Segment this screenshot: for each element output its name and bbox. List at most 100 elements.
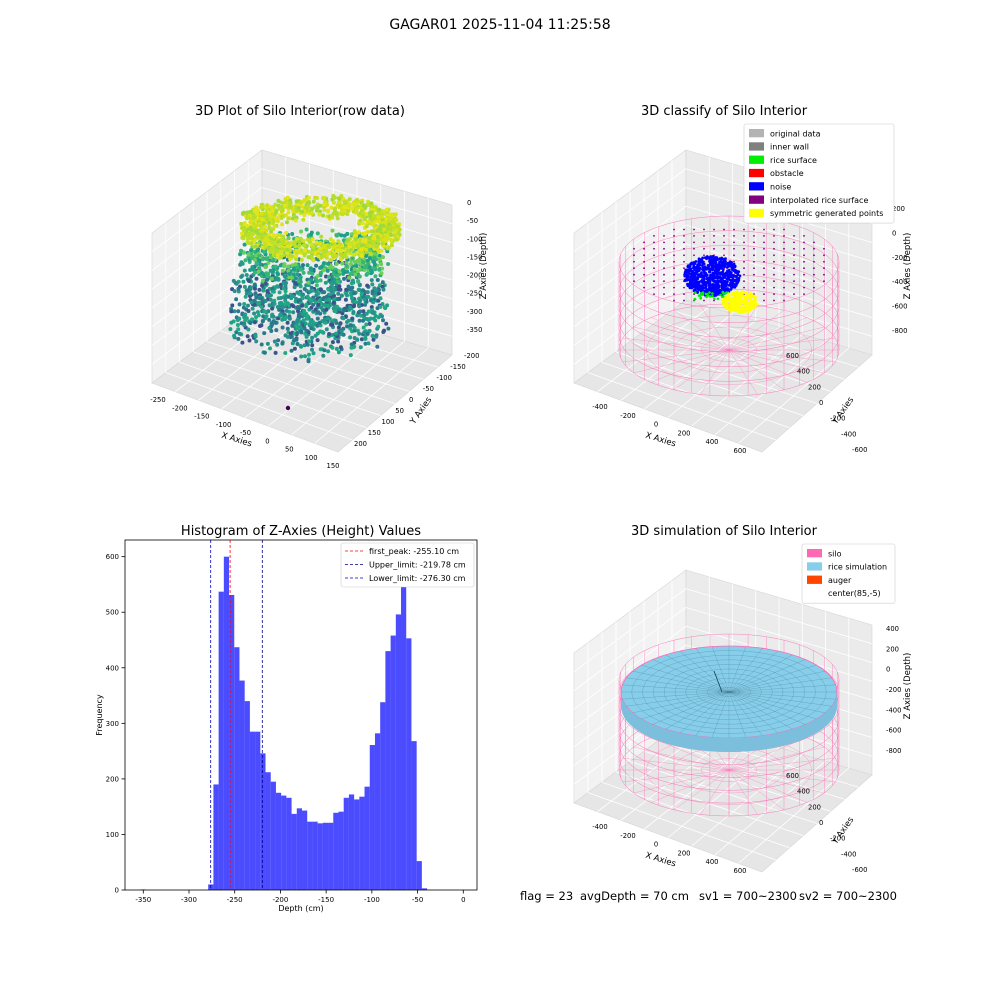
p2-noise-point [730, 285, 734, 289]
p2-interp-point [673, 235, 675, 237]
p2-symmetric-point [736, 307, 739, 311]
p1-lower-point [232, 333, 237, 338]
hist-bar [218, 591, 224, 890]
p1-lower-point [249, 300, 254, 305]
p2-interp-point [743, 228, 745, 231]
hist-xtick-label: -150 [318, 896, 334, 904]
p1-lower-point [362, 297, 367, 302]
p2-noise-point [707, 265, 711, 269]
p1-upper-point [299, 248, 304, 253]
p2-interp-point [723, 247, 725, 250]
p2-noise-point [723, 264, 726, 268]
p1-upper-point [306, 255, 311, 260]
p2-symmetric-point [737, 299, 740, 303]
p1-upper-point [345, 238, 350, 243]
p2-interp-point [763, 286, 765, 289]
p1-upper-point [363, 205, 368, 210]
p2-interp-point [753, 235, 755, 237]
p2-legend: original data inner wall rice surface obsta… [743, 123, 895, 224]
p1-lower-point [339, 293, 344, 298]
p1-lower-point [300, 296, 305, 301]
p1-mid-point [276, 277, 281, 282]
p4-mesh-ray [626, 677, 730, 693]
p1-upper-point [341, 209, 346, 214]
p1-lower-point [259, 342, 264, 347]
p1-lower-point [261, 288, 266, 293]
p1-lower-point [337, 284, 342, 289]
hist-bar [244, 701, 250, 890]
p2-ytick-label: -600 [852, 446, 867, 454]
p1-lower-point [330, 345, 335, 350]
p2-symmetric-point [725, 298, 729, 302]
p4-ytick-label: -600 [852, 866, 867, 874]
hist-xtick-label: -50 [412, 896, 423, 904]
p1-upper-point [276, 232, 281, 237]
p1-ytick-label: -200 [464, 352, 479, 360]
hist-bar [421, 888, 428, 890]
p2-interp-point [763, 260, 765, 263]
p4-xlabel: X Axies [644, 851, 677, 870]
p1-lower-point [362, 330, 367, 335]
p1-lower-point [268, 346, 272, 351]
p1-lower-point [357, 331, 362, 336]
p1-lower-point [257, 287, 262, 292]
p1-lower-point [322, 302, 327, 307]
p4-xtick-label: -400 [592, 823, 607, 831]
p1-lower-point [253, 291, 258, 296]
p1-lower-point [307, 339, 312, 344]
p4-mesh-ray [652, 691, 730, 725]
p2-noise-point [699, 289, 703, 293]
p1-lower-point [276, 338, 281, 343]
p1-lower-point [382, 305, 387, 310]
p2-interp-point [653, 293, 655, 295]
p1-lower-point [351, 304, 356, 309]
hist-ytick-label: 600 [106, 553, 119, 561]
p1-lower-point [331, 300, 336, 305]
p1-lower-point [309, 326, 314, 331]
p2-noise-point [693, 284, 697, 288]
p2-interp-point [673, 260, 675, 263]
p2-silo-wireframe [618, 215, 840, 397]
p1-lower-point [245, 334, 250, 339]
p2-xtick-label: 600 [734, 447, 747, 455]
p2-symmetric-point [752, 307, 755, 310]
p1-mid-point [307, 270, 312, 275]
p1-lower-point [333, 309, 337, 314]
p1-lower-point [314, 293, 319, 298]
p2-interp-point [723, 254, 725, 257]
p2-noise-point [737, 277, 741, 280]
p1-lower-point [300, 303, 305, 308]
p2-interp-point [753, 286, 755, 289]
p1-lower-point [324, 298, 329, 303]
p1-lower-point [318, 287, 323, 292]
p2-legend-swatch [749, 195, 764, 204]
p2-rice-point [699, 294, 702, 297]
p1-upper-point [267, 220, 271, 225]
p1-lower-point [304, 334, 309, 339]
p1-mid-point [295, 272, 300, 277]
p1-upper-point [389, 237, 394, 242]
p2-interp-point [743, 241, 745, 244]
p1-mid-point [377, 257, 382, 262]
p1-upper-point [249, 241, 254, 246]
p2-symmetric-point [741, 290, 744, 294]
p1-lower-point [237, 302, 242, 307]
p1-lower-point [307, 322, 312, 327]
p2-interp-point [733, 247, 735, 250]
p4-mesh-ray [632, 691, 730, 714]
p1-upper-point [254, 210, 259, 215]
p1-upper-point [256, 231, 261, 236]
p1-upper-point [306, 249, 311, 254]
p1-upper-point [323, 249, 328, 254]
p1-mid-point [260, 278, 265, 283]
p1-lower-point [347, 287, 352, 292]
p2-rice-point [708, 295, 712, 298]
p1-lower-point [336, 287, 341, 292]
p2-interp-point [703, 247, 705, 250]
p4-mesh-ray [728, 691, 779, 734]
p1-lower-point [298, 275, 303, 280]
p4-mesh-ray [728, 691, 832, 707]
p4-mesh-ray [652, 659, 730, 693]
p4-mesh-ray [711, 691, 730, 738]
p4-ticks: -400 -200 0 200 400 600 -600 -400 -200 0 200 400 600… [592, 625, 901, 875]
